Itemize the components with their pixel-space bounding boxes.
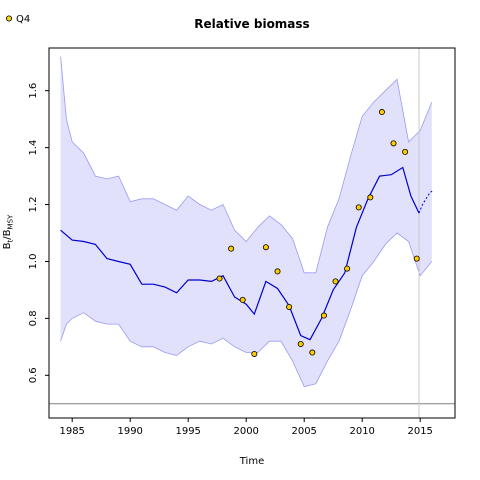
legend-label-q4: Q4 xyxy=(16,14,30,25)
q4-point xyxy=(402,148,409,155)
q4-point xyxy=(239,296,246,303)
y-tick-label: 1.4 xyxy=(28,140,39,156)
y-label-sub-t: t xyxy=(7,239,15,242)
x-tick-label: 2015 xyxy=(407,426,432,437)
x-tick-label: 2000 xyxy=(233,426,258,437)
plot-frame xyxy=(48,47,456,419)
x-tick-label: 2010 xyxy=(349,426,374,437)
q4-point xyxy=(297,340,304,347)
y-tick-label: 0.8 xyxy=(28,310,39,326)
q4-point xyxy=(332,278,339,285)
legend: Q4 xyxy=(6,14,30,25)
y-tick-label: 0.6 xyxy=(28,367,39,383)
x-tick-label: 2005 xyxy=(291,426,316,437)
confidence-band xyxy=(60,56,432,387)
x-axis-label: Time xyxy=(239,456,264,467)
q4-point xyxy=(320,312,327,319)
x-tick-label: 1990 xyxy=(117,426,142,437)
q4-point xyxy=(228,245,235,252)
y-label-slash: /B xyxy=(2,229,13,239)
x-tick-label: 1995 xyxy=(175,426,200,437)
q4-point xyxy=(262,244,269,251)
y-label-sub-msy: MSY xyxy=(7,214,15,229)
y-axis-label: Bt/BMSY xyxy=(2,214,15,249)
chart-title: Relative biomass xyxy=(194,17,309,31)
y-label-main: B xyxy=(2,242,13,249)
y-tick-label: 1.6 xyxy=(28,83,39,99)
q4-point xyxy=(378,109,385,116)
q4-point xyxy=(390,140,397,147)
forecast-line xyxy=(418,189,434,214)
q4-point xyxy=(251,350,258,357)
y-tick-label: 1.2 xyxy=(28,197,39,213)
band-lower-edge xyxy=(60,232,433,388)
q4-point xyxy=(309,349,316,356)
band-upper-edge xyxy=(60,56,433,274)
y-tick-label: 1.0 xyxy=(28,254,39,270)
x-tick-label: 1985 xyxy=(59,426,84,437)
median-line xyxy=(60,166,420,341)
q4-point xyxy=(344,265,351,272)
plot-area xyxy=(49,48,455,418)
q4-point xyxy=(355,204,362,211)
legend-marker-q4 xyxy=(6,15,12,22)
axes: 1985 1990 1995 2000 2005 2010 2015 0.6 0.8 1.0 1.2… xyxy=(28,47,456,437)
q4-point xyxy=(274,268,281,275)
q4-point xyxy=(216,275,223,282)
q4-point xyxy=(286,303,293,310)
q4-point xyxy=(413,255,420,262)
q4-point xyxy=(367,194,374,201)
